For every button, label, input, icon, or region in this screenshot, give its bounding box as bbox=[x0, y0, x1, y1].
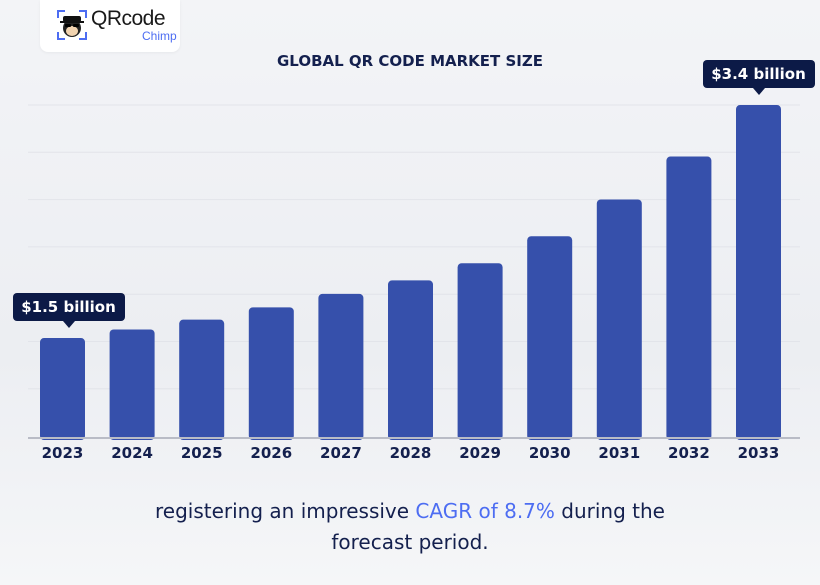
x-tick-label: 2026 bbox=[250, 444, 292, 462]
chart-title: GLOBAL QR CODE MARKET SIZE bbox=[276, 52, 544, 70]
footer-after: during the bbox=[554, 499, 665, 523]
x-tick-label: 2033 bbox=[738, 444, 780, 462]
x-axis bbox=[28, 437, 800, 439]
logo-sub: Chimp bbox=[142, 29, 177, 43]
footer-before: registering an impressive bbox=[155, 499, 416, 523]
footer-text: registering an impressive CAGR of 8.7% d… bbox=[0, 496, 820, 558]
x-tick-label: 2030 bbox=[529, 444, 571, 462]
x-tick-label: 2029 bbox=[459, 444, 501, 462]
x-tick-label: 2031 bbox=[598, 444, 640, 462]
qrcodechimp-logo: QRcode Chimp bbox=[40, 0, 180, 52]
bar-2026 bbox=[248, 307, 294, 440]
monkey-logo-icon bbox=[57, 10, 87, 40]
bar-2032 bbox=[666, 156, 712, 441]
x-tick-label: 2023 bbox=[42, 444, 84, 462]
callout-end: $3.4 billion bbox=[702, 60, 815, 96]
x-tick-label: 2027 bbox=[320, 444, 362, 462]
callout-start: $1.5 billion bbox=[12, 293, 125, 329]
bar-2031 bbox=[596, 199, 642, 440]
bar-chart: 2023 2024 2025 2026 2027 2028 2029 2030 2031 2032… bbox=[28, 104, 800, 462]
bar-2030 bbox=[527, 236, 573, 440]
bar-2033 bbox=[736, 105, 781, 441]
bar-2028 bbox=[388, 280, 433, 440]
bar-2027 bbox=[318, 293, 364, 440]
x-tick-label: 2025 bbox=[181, 444, 223, 462]
bar-2025 bbox=[179, 319, 225, 440]
x-tick-label: 2024 bbox=[111, 444, 153, 462]
bar-2024 bbox=[109, 329, 155, 440]
x-tick-label: 2032 bbox=[668, 444, 710, 462]
bar-2029 bbox=[457, 263, 503, 440]
footer-highlight: CAGR of 8.7% bbox=[415, 499, 555, 523]
logo-name: QRcode bbox=[91, 7, 166, 30]
bar-2023 bbox=[40, 338, 85, 440]
x-tick-label: 2028 bbox=[390, 444, 432, 462]
footer-line2: forecast period. bbox=[331, 530, 489, 554]
